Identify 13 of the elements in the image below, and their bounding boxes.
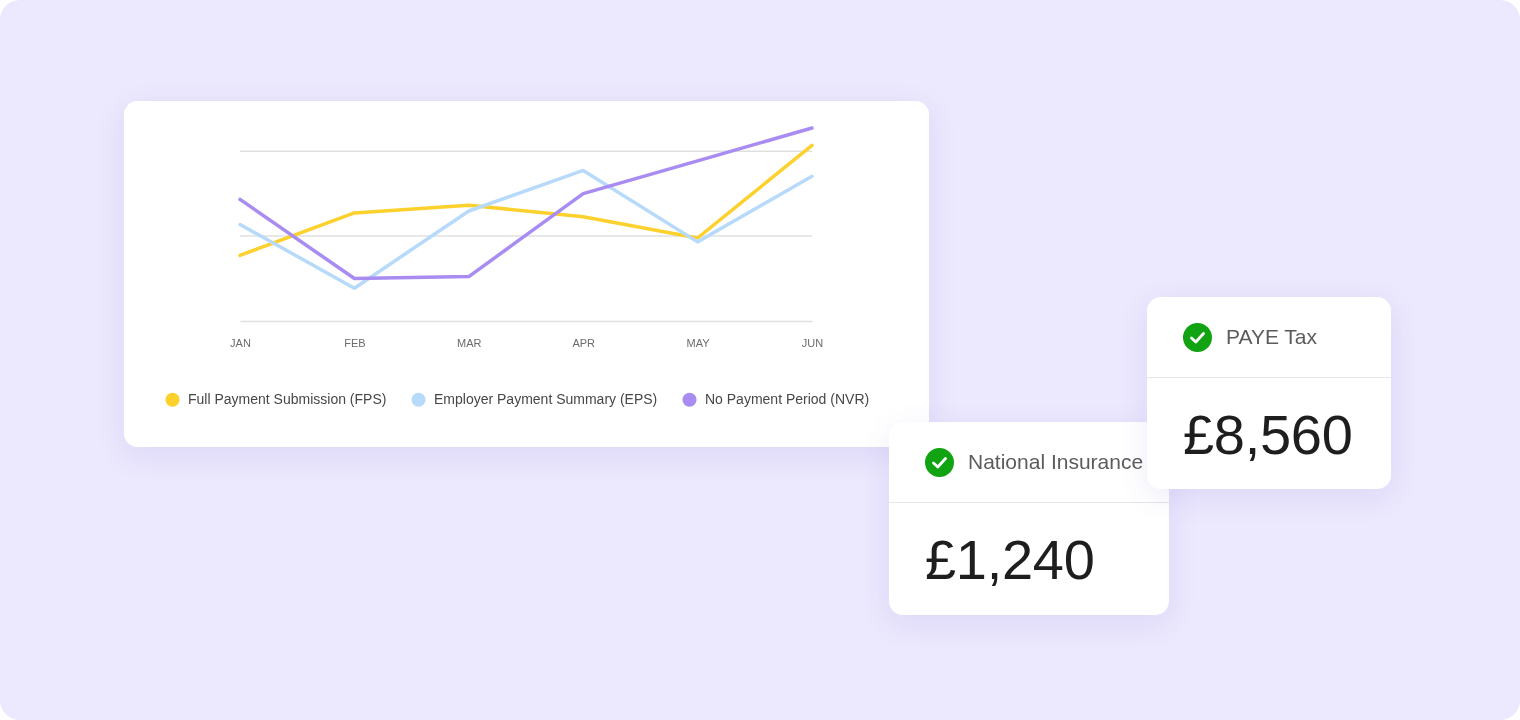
text: National Insurance [968, 450, 1144, 474]
x-tick-label: APR [572, 336, 596, 349]
x-tick-label: JUN [801, 336, 824, 349]
x-tick-label: MAR [457, 336, 482, 349]
legend-label: Employer Payment Summary (EPS) [434, 390, 658, 407]
text: £8,560 [1183, 401, 1353, 467]
legend-label: No Payment Period (NVR) [705, 390, 870, 407]
x-tick-label: JAN [230, 336, 251, 349]
text: PAYE Tax [1226, 325, 1318, 349]
x-tick-label: MAY [686, 336, 711, 349]
text: £1,240 [925, 527, 1095, 592]
legend-label: Full Payment Submission (FPS) [188, 390, 387, 407]
x-tick-label: FEB [344, 336, 366, 349]
